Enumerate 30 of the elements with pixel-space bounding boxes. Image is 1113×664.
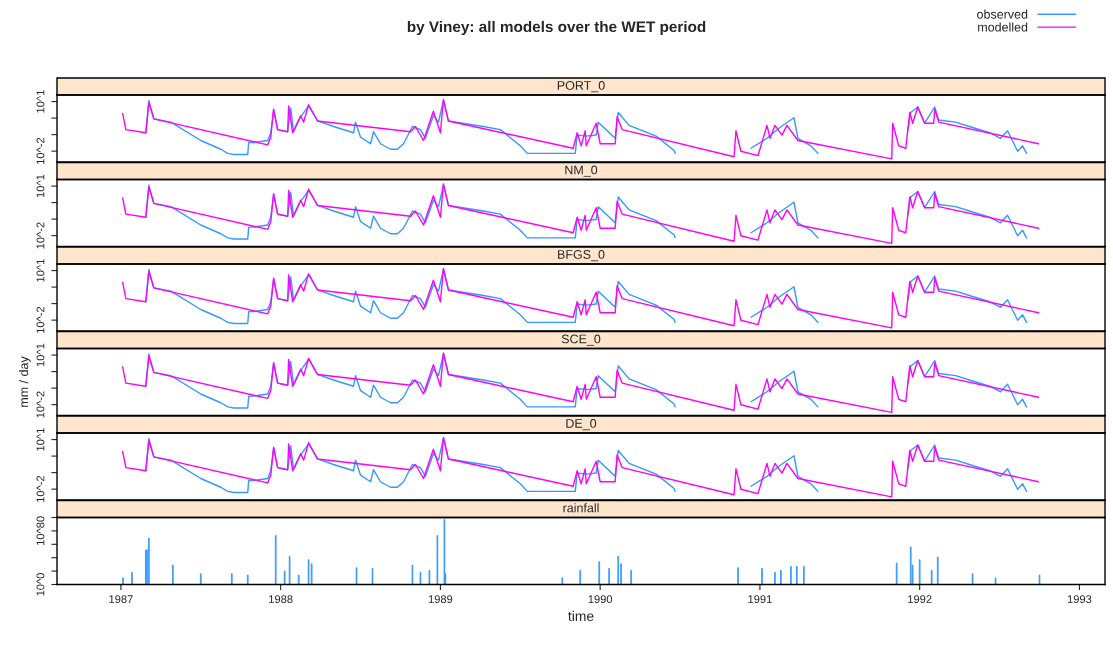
x-tick-label: 1991 <box>748 595 772 604</box>
x-tick-label: 1993 <box>1067 595 1092 604</box>
x-tick-label: 1988 <box>269 595 293 604</box>
y-tick-label: 10^-2 <box>36 306 45 334</box>
chart-title: BFGS_0 <box>558 250 605 262</box>
chart-title: DE_0 <box>566 419 597 431</box>
y-tick-label: 10^80 <box>36 516 45 546</box>
chart-title: SCE_0 <box>561 334 601 346</box>
y-tick-label: 10^-2 <box>36 475 45 503</box>
y-tick-label: 10^1 <box>36 174 45 198</box>
legend-label: observed <box>977 9 1028 19</box>
chart-title: by Viney: all models over the WET period <box>407 20 706 36</box>
y-tick-label: 10^-2 <box>36 137 45 165</box>
chart-title: NM_0 <box>565 165 598 177</box>
chart-title: rainfall <box>563 503 599 513</box>
x-tick-label: 1989 <box>428 595 453 604</box>
y-tick-label: 10^1 <box>36 90 45 113</box>
y-tick-label: 10^1 <box>36 259 45 282</box>
y-tick-label: 10^1 <box>36 428 45 451</box>
y-tick-label: 10^0 <box>36 573 45 596</box>
y-tick-label: 10^-2 <box>36 391 45 418</box>
y-tick-label: 10^1 <box>36 343 45 367</box>
x-tick-label: 1992 <box>908 595 932 604</box>
legend-label: modelled <box>978 22 1028 32</box>
chart-subtitle: PORT_0 <box>557 81 605 93</box>
y-tick-label: 10^-2 <box>36 222 45 249</box>
x-tick-label: 1987 <box>109 595 133 604</box>
x-tick-label: 1990 <box>588 595 613 604</box>
x-axis-title: time <box>568 610 594 622</box>
y-axis-title: mm / day <box>19 356 31 407</box>
